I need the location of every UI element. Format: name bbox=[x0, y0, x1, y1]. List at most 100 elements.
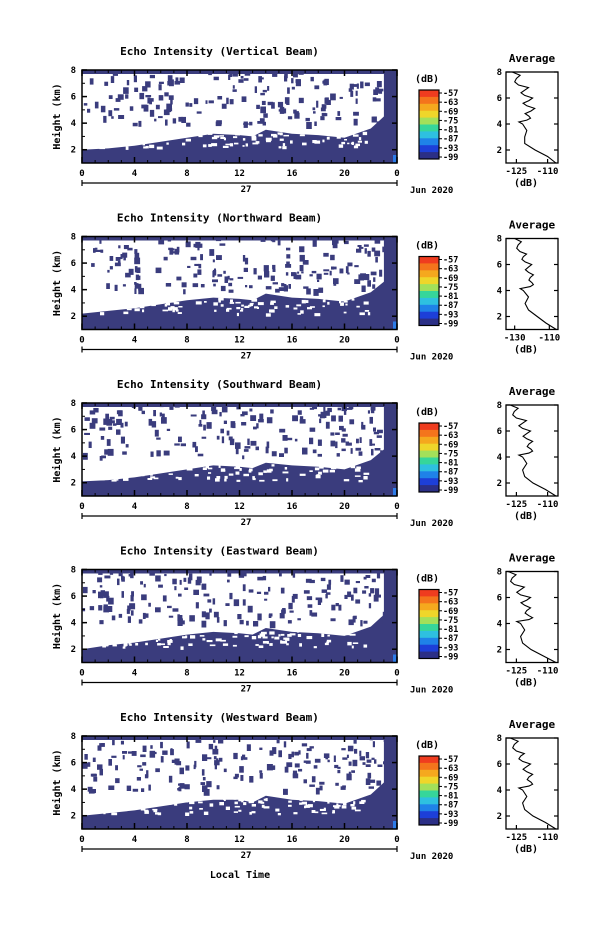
echo-gap bbox=[266, 469, 272, 473]
echo-speckle bbox=[292, 415, 298, 422]
echo-speckle bbox=[334, 764, 339, 769]
echo-speckle bbox=[348, 761, 352, 766]
echo-gap bbox=[359, 801, 365, 804]
colorbar-swatch bbox=[419, 610, 439, 618]
echo-speckle bbox=[259, 773, 263, 779]
echo-speckle bbox=[314, 758, 321, 763]
colorbar-tick-label: -87 bbox=[443, 135, 458, 145]
echo-speckle bbox=[229, 99, 234, 105]
echo-speckle bbox=[92, 757, 96, 762]
echo-speckle bbox=[264, 598, 268, 601]
echo-speckle bbox=[145, 81, 151, 88]
echo-gap bbox=[126, 299, 131, 303]
profile-x-tick-label: -110 bbox=[537, 833, 559, 843]
echo-speckle bbox=[355, 581, 360, 584]
echo-speckle bbox=[293, 109, 297, 114]
echo-speckle bbox=[156, 450, 161, 457]
date-label: Jun 2020 bbox=[410, 186, 453, 196]
echo-speckle bbox=[172, 578, 177, 585]
x-tick-label: 12 bbox=[234, 169, 245, 179]
echo-speckle bbox=[140, 754, 146, 758]
echo-speckle bbox=[233, 776, 238, 780]
echo-speckle bbox=[242, 584, 246, 592]
echo-speckle bbox=[141, 410, 145, 415]
echo-speckle bbox=[382, 619, 389, 625]
echo-speckle bbox=[323, 406, 326, 413]
echo-column-late bbox=[383, 403, 397, 496]
echo-speckle bbox=[285, 272, 289, 276]
echo-speckle bbox=[283, 285, 288, 292]
x-tick-label: 12 bbox=[234, 835, 245, 845]
echo-speckle bbox=[112, 739, 115, 746]
echo-speckle bbox=[338, 604, 342, 611]
echo-gap bbox=[172, 307, 178, 311]
echo-speckle bbox=[123, 254, 126, 261]
y-tick-label: 6 bbox=[71, 93, 76, 103]
colorbar-tick-label: -81 bbox=[443, 459, 458, 469]
colorbar-tick-label: -75 bbox=[443, 782, 458, 792]
colorbar-swatch bbox=[419, 811, 439, 819]
echo-speckle bbox=[264, 591, 269, 595]
colorbar-unit: (dB) bbox=[415, 74, 439, 85]
colorbar-frame bbox=[418, 255, 440, 327]
echo-gap bbox=[119, 802, 122, 806]
echo-speckle bbox=[338, 415, 343, 422]
echo-speckle bbox=[148, 418, 153, 426]
echo-speckle bbox=[132, 122, 138, 127]
echo-gap bbox=[130, 304, 133, 307]
echo-speckle bbox=[168, 95, 174, 100]
echo-gap bbox=[177, 312, 182, 314]
echo-speckle bbox=[193, 273, 198, 278]
echo-speckle bbox=[268, 586, 271, 592]
profile-frame bbox=[505, 237, 559, 331]
echo-speckle bbox=[305, 760, 311, 764]
echo-speckle bbox=[340, 575, 344, 582]
echo-gap bbox=[185, 812, 190, 816]
echo-gap bbox=[142, 473, 145, 477]
x-tick-label: 20 bbox=[339, 669, 350, 679]
echo-speckle bbox=[243, 122, 249, 125]
echo-gap bbox=[327, 301, 330, 305]
echo-gap bbox=[367, 312, 371, 316]
echo-speckle bbox=[160, 741, 163, 749]
echo-gap bbox=[356, 466, 361, 469]
echo-gap bbox=[266, 641, 269, 644]
echo-speckle bbox=[355, 90, 358, 96]
echo-speckle bbox=[265, 286, 272, 290]
colorbar-tick-label: -63 bbox=[443, 98, 458, 108]
echo-gap bbox=[278, 634, 281, 637]
echo-gap bbox=[226, 307, 232, 310]
echo-speckle bbox=[352, 616, 356, 623]
echo-gap bbox=[122, 646, 126, 649]
echo-speckle bbox=[360, 81, 364, 89]
colorbar-tick-label: -93 bbox=[443, 144, 458, 154]
panel-title: Echo Intensity (Westward Beam) bbox=[120, 711, 319, 724]
echo-speckle bbox=[161, 417, 167, 424]
echo-speckle bbox=[209, 570, 212, 576]
echo-gap bbox=[259, 633, 266, 637]
colorbar-swatch bbox=[419, 644, 439, 653]
echo-gap bbox=[285, 305, 290, 308]
colorbar-frame bbox=[418, 588, 440, 660]
echo-gap bbox=[354, 809, 361, 812]
echo-speckle bbox=[257, 613, 262, 621]
echo-gap bbox=[322, 469, 329, 473]
echo-gap bbox=[266, 139, 271, 143]
colorbar-tick-label: -75 bbox=[443, 616, 458, 626]
echo-speckle bbox=[309, 746, 314, 749]
echo-gap bbox=[282, 146, 287, 150]
echo-speckle bbox=[299, 416, 304, 422]
echo-speckle bbox=[177, 619, 183, 626]
echo-speckle bbox=[224, 276, 228, 283]
echo-gap bbox=[282, 471, 289, 474]
echo-gap bbox=[353, 801, 356, 805]
echo-gap bbox=[165, 802, 170, 805]
echo-gap bbox=[113, 639, 119, 642]
echo-speckle bbox=[348, 771, 351, 775]
echo-speckle bbox=[190, 414, 197, 417]
echo-gap bbox=[300, 310, 304, 314]
echo-speckle bbox=[271, 102, 275, 109]
profile-y-tick-label: 8 bbox=[497, 734, 502, 744]
echo-speckle bbox=[272, 71, 278, 77]
echo-gap bbox=[180, 646, 184, 650]
